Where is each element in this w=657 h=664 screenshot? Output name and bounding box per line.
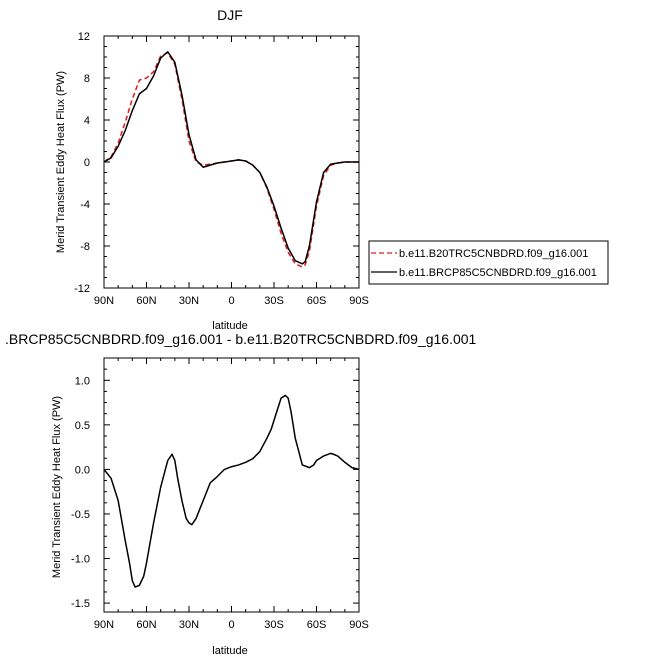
series-line-solid (103, 51, 359, 265)
x-tick-label: 60S (307, 619, 327, 631)
y-tick-labels: 1.0 0.5 0.0 -0.5 -1.0 -1.5 (71, 375, 90, 610)
y-tick-label: -4 (80, 199, 90, 211)
y-tick-label: 1.0 (75, 375, 90, 387)
series-line-solid (103, 394, 360, 588)
x-tick-label: 30N (179, 295, 199, 307)
y-tick-labels: 12 8 4 0 -4 -8 -12 (74, 31, 90, 295)
legend: b.e11.B20TRC5CNBDRD.f09_g16.001 b.e11.BR… (368, 240, 609, 285)
y-tick-label: -12 (74, 283, 90, 295)
y-tick-label: 0 (84, 157, 90, 169)
x-tick-labels: 90N 60N 30N 0 30S 60S 90S (94, 295, 369, 307)
legend-label-b20trc: b.e11.B20TRC5CNBDRD.f09_g16.001 (399, 248, 588, 260)
y-tick-label: -8 (80, 241, 90, 253)
y-tick-label: 0.0 (75, 464, 90, 476)
plot-frame (103, 357, 360, 613)
axis-ticks (103, 357, 360, 612)
y-tick-label: -1.0 (71, 554, 90, 566)
x-axis-label: latitude (212, 320, 247, 332)
axis-ticks (103, 35, 360, 289)
x-tick-label: 0 (228, 619, 234, 631)
x-tick-label: 60N (136, 619, 156, 631)
plot-frame (103, 35, 360, 289)
x-tick-label: 90N (94, 619, 114, 631)
x-tick-label: 0 (228, 295, 234, 307)
series-lines (103, 394, 360, 588)
x-axis-label: latitude (212, 645, 247, 657)
series-line-dashed (103, 52, 359, 268)
legend-box (368, 240, 609, 285)
chart-panel-top: DJF 90N 60N 30N 0 30S 60S 90S 12 8 4 0 -4 -8 -12 lat… (55, 7, 609, 332)
chart-title: DJF (217, 7, 243, 23)
y-tick-label: -0.5 (71, 509, 90, 521)
y-tick-label: 0.5 (75, 420, 90, 432)
x-tick-label: 90S (349, 619, 369, 631)
series-lines (103, 51, 359, 268)
x-tick-label: 30S (264, 295, 284, 307)
y-tick-label: 12 (78, 31, 90, 43)
x-tick-label: 60N (136, 295, 156, 307)
y-axis-label: Merid Transient Eddy Heat Flux (PW) (51, 396, 63, 578)
x-tick-label: 30N (179, 619, 199, 631)
x-tick-labels: 90N 60N 30N 0 30S 60S 90S (94, 619, 369, 631)
x-tick-label: 90N (94, 295, 114, 307)
y-axis-label: Merid Transient Eddy Heat Flux (PW) (55, 71, 67, 253)
legend-label-brcp85: b.e11.BRCP85C5CNBDRD.f09_g16.001 (399, 267, 597, 279)
chart-panel-bottom: .BRCP85C5CNBDRD.f09_g16.001 - b.e11.B20T… (5, 331, 477, 657)
x-tick-label: 90S (349, 295, 369, 307)
x-tick-label: 30S (264, 619, 284, 631)
y-tick-label: 8 (84, 73, 90, 85)
x-tick-label: 60S (307, 295, 327, 307)
y-tick-label: 4 (84, 115, 90, 127)
difference-chart-title: .BRCP85C5CNBDRD.f09_g16.001 - b.e11.B20T… (5, 331, 477, 347)
y-tick-label: -1.5 (71, 598, 90, 610)
